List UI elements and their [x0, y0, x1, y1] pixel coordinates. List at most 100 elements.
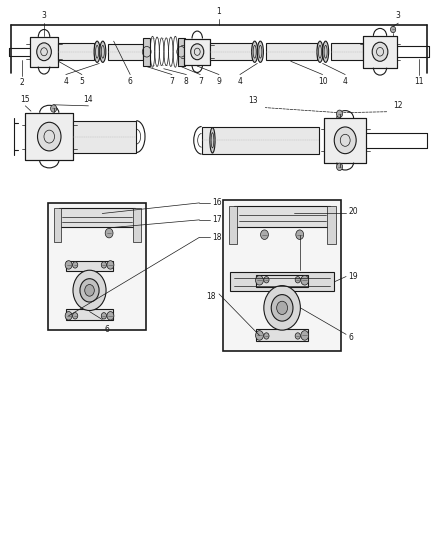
Bar — [48, 203, 146, 330]
Text: 2: 2 — [20, 78, 25, 87]
Bar — [234, 206, 330, 227]
Bar — [73, 120, 136, 152]
Circle shape — [372, 42, 388, 61]
Text: 4: 4 — [237, 77, 242, 86]
Bar — [66, 261, 113, 271]
Text: 7: 7 — [170, 77, 174, 86]
Circle shape — [191, 44, 204, 60]
Circle shape — [336, 163, 343, 171]
Text: 17: 17 — [212, 215, 222, 224]
Circle shape — [73, 270, 106, 311]
Text: 1: 1 — [217, 7, 221, 16]
Ellipse shape — [257, 41, 263, 62]
Bar — [109, 44, 143, 60]
Text: 16: 16 — [212, 198, 222, 207]
Bar — [230, 272, 334, 292]
Circle shape — [264, 286, 300, 330]
Circle shape — [85, 285, 94, 296]
Circle shape — [295, 333, 300, 339]
Bar — [133, 208, 141, 241]
Ellipse shape — [252, 41, 258, 62]
Text: 10: 10 — [318, 77, 327, 86]
Circle shape — [255, 276, 263, 285]
Text: 6: 6 — [349, 333, 353, 342]
Circle shape — [334, 127, 356, 154]
Circle shape — [264, 277, 269, 283]
Bar — [223, 200, 341, 351]
Circle shape — [38, 122, 61, 151]
Text: 8: 8 — [184, 77, 189, 86]
Text: 19: 19 — [349, 272, 358, 281]
Bar — [201, 126, 319, 154]
Text: 11: 11 — [414, 77, 424, 86]
Bar — [184, 38, 210, 65]
Circle shape — [296, 230, 304, 239]
Circle shape — [295, 277, 300, 283]
Circle shape — [255, 330, 263, 340]
Text: 6: 6 — [128, 77, 133, 86]
Circle shape — [80, 279, 99, 302]
Bar — [143, 38, 150, 66]
Bar — [30, 37, 58, 67]
Bar — [364, 36, 396, 68]
Ellipse shape — [317, 41, 323, 62]
Ellipse shape — [322, 41, 328, 62]
Text: 12: 12 — [393, 101, 403, 110]
Bar — [66, 310, 113, 320]
Text: 20: 20 — [349, 207, 358, 216]
Text: 18: 18 — [212, 233, 222, 242]
Bar — [331, 43, 363, 60]
Text: 4: 4 — [64, 77, 68, 86]
Circle shape — [101, 262, 106, 268]
Text: 3: 3 — [396, 12, 401, 20]
Text: 5: 5 — [79, 77, 85, 86]
Text: 7: 7 — [198, 77, 203, 86]
Text: 15: 15 — [21, 95, 30, 104]
Bar — [210, 43, 252, 60]
Ellipse shape — [210, 127, 215, 153]
Bar — [25, 113, 73, 160]
Circle shape — [50, 105, 57, 112]
Circle shape — [301, 330, 309, 340]
Bar — [59, 208, 135, 227]
Bar — [327, 206, 336, 244]
Circle shape — [37, 43, 51, 61]
Bar — [53, 208, 61, 241]
Text: 13: 13 — [248, 96, 258, 106]
Text: 14: 14 — [84, 95, 93, 104]
Bar — [229, 206, 237, 244]
Circle shape — [73, 262, 78, 268]
Bar — [364, 36, 396, 68]
Circle shape — [301, 276, 309, 285]
Ellipse shape — [100, 41, 106, 62]
Text: 9: 9 — [216, 77, 222, 86]
Circle shape — [107, 312, 114, 320]
Bar — [256, 329, 308, 341]
Text: 18: 18 — [206, 293, 215, 302]
Circle shape — [391, 26, 396, 33]
Circle shape — [261, 230, 268, 239]
Circle shape — [65, 312, 72, 320]
Bar — [25, 113, 73, 160]
Bar — [324, 118, 366, 163]
Circle shape — [277, 301, 288, 314]
Circle shape — [271, 295, 293, 321]
Bar — [256, 275, 308, 287]
Circle shape — [73, 313, 78, 319]
Text: 4: 4 — [343, 77, 348, 86]
Bar — [30, 37, 58, 67]
Text: 3: 3 — [42, 12, 46, 20]
Circle shape — [264, 333, 269, 339]
Circle shape — [65, 261, 72, 269]
Bar — [184, 38, 210, 65]
Circle shape — [107, 261, 114, 269]
Circle shape — [101, 313, 106, 319]
Bar — [178, 38, 185, 66]
Ellipse shape — [94, 41, 100, 62]
Bar — [266, 43, 317, 60]
Bar — [58, 43, 94, 60]
Circle shape — [105, 228, 113, 238]
Text: 6: 6 — [105, 325, 110, 334]
Bar — [324, 118, 366, 163]
Circle shape — [336, 110, 343, 117]
